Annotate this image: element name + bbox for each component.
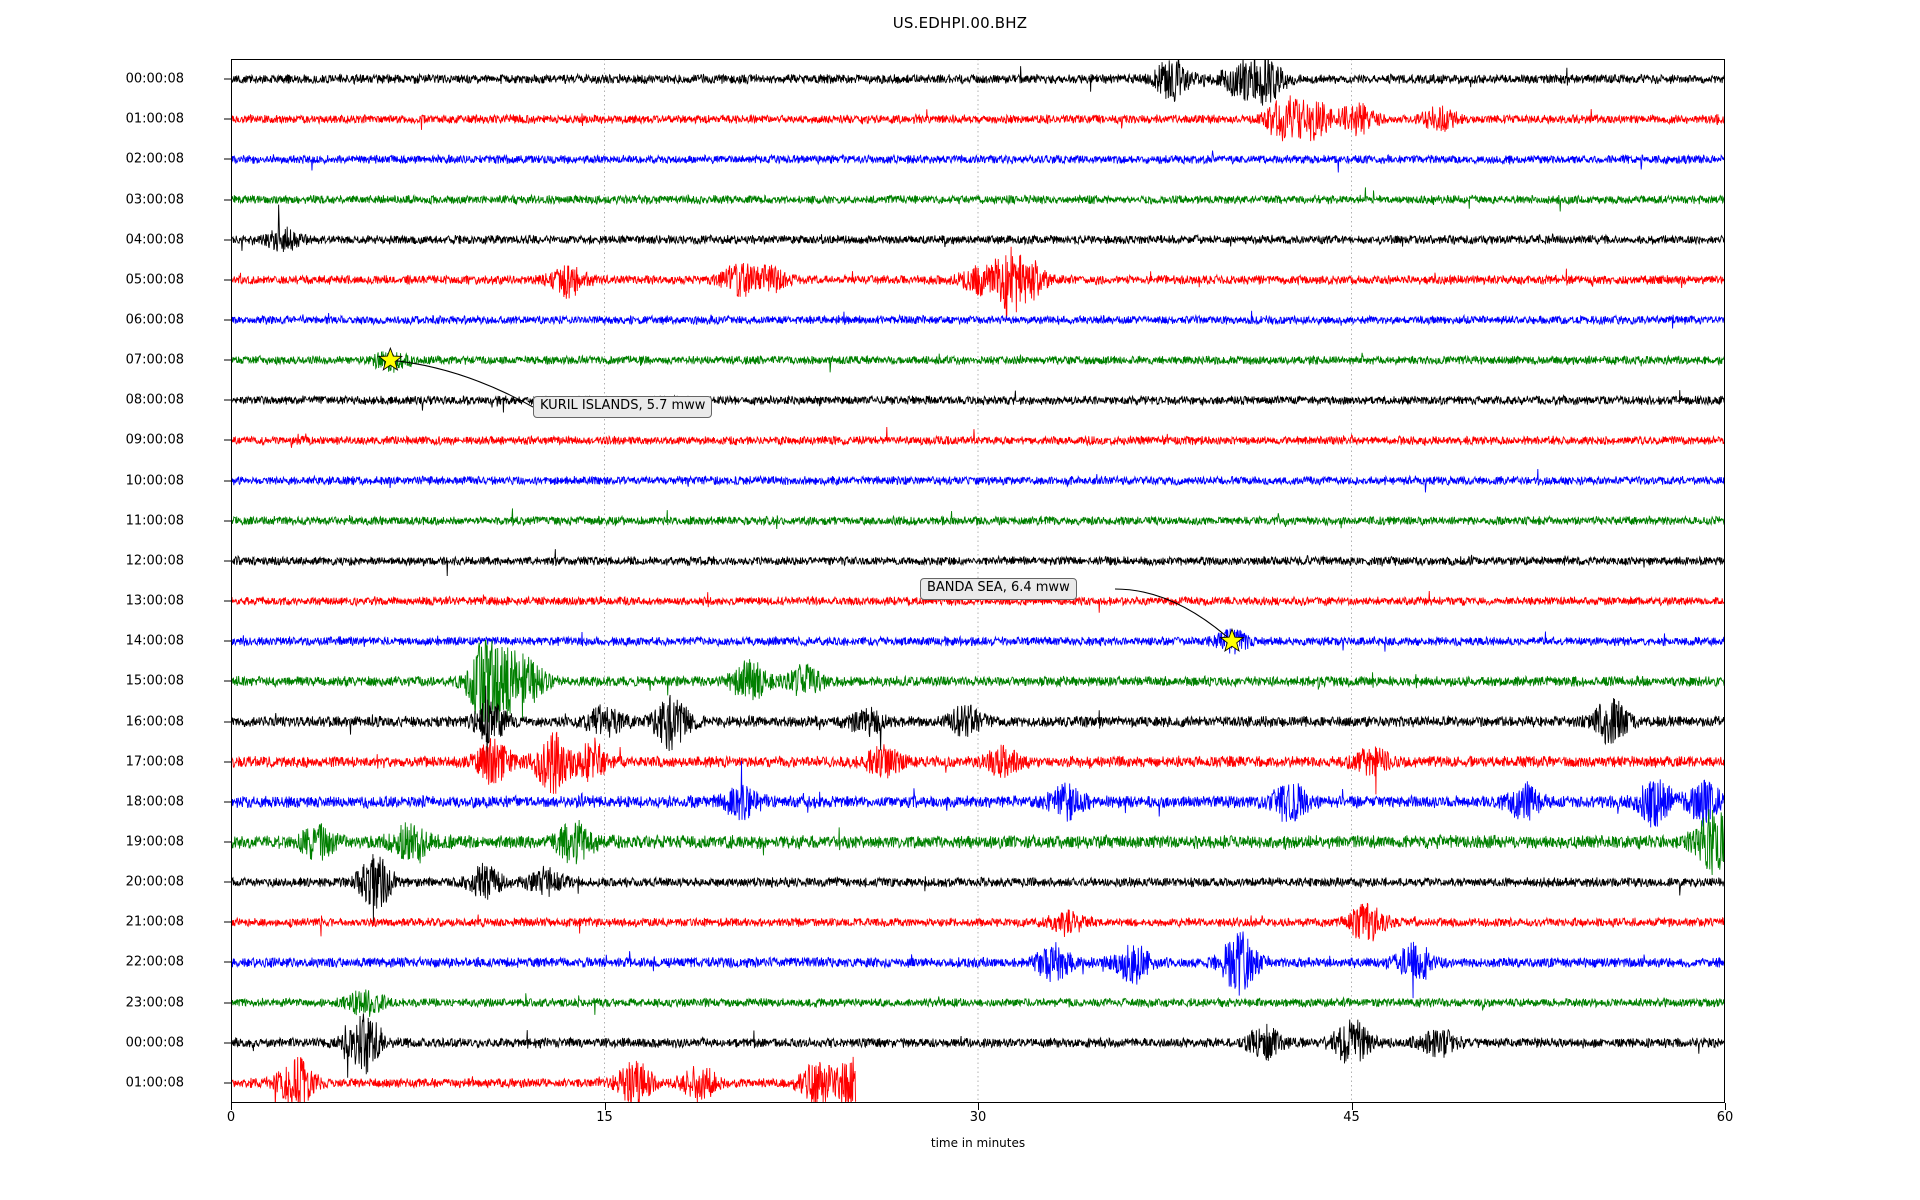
y-axis-tick-mark xyxy=(224,801,231,803)
seismic-trace xyxy=(231,549,1725,576)
seismic-trace xyxy=(231,59,1725,106)
y-axis-tick-label: 14:00:08 xyxy=(125,633,184,649)
trace-layer xyxy=(231,59,1725,1103)
x-axis-tick-mark xyxy=(1351,1103,1353,1110)
y-axis-tick-mark xyxy=(224,841,231,843)
x-axis-tick-mark xyxy=(604,1103,606,1110)
seismic-trace xyxy=(231,508,1725,529)
y-axis-tick-label: 06:00:08 xyxy=(125,312,184,328)
y-axis-tick-mark xyxy=(224,560,231,562)
seismic-trace xyxy=(231,854,1725,923)
x-axis-tick-mark xyxy=(978,1103,979,1110)
seismic-trace xyxy=(231,427,1725,448)
y-axis-tick-label: 22:00:08 xyxy=(125,954,184,970)
x-axis-tick-mark xyxy=(1725,1103,1726,1110)
y-axis-tick-label: 12:00:08 xyxy=(125,553,184,569)
y-axis-tick-label: 03:00:08 xyxy=(125,192,184,208)
x-axis-tick-mark xyxy=(231,1103,232,1110)
y-axis-tick-mark xyxy=(224,721,231,723)
y-axis-tick-mark xyxy=(224,399,231,401)
seismic-trace xyxy=(231,903,1725,941)
y-axis-tick-label: 11:00:08 xyxy=(125,513,184,529)
seismic-trace xyxy=(231,151,1725,173)
y-axis-tick-label: 00:00:08 xyxy=(125,71,184,87)
y-axis-tick-mark xyxy=(224,359,231,361)
y-axis-tick-label: 01:00:08 xyxy=(125,111,184,127)
y-axis-tick-mark xyxy=(224,520,231,522)
seismic-trace xyxy=(231,732,1725,794)
y-axis-tick-label: 00:00:08 xyxy=(125,1035,184,1051)
y-axis-tick-mark xyxy=(224,480,231,482)
y-axis-tick-label: 16:00:08 xyxy=(125,714,184,730)
seismic-trace xyxy=(231,591,1725,613)
page-title: US.EDHPI.00.BHZ xyxy=(892,14,1028,32)
y-axis-tick-mark xyxy=(224,118,231,120)
y-axis-tick-label: 05:00:08 xyxy=(125,272,184,288)
x-axis-label: time in minutes xyxy=(930,1136,1026,1150)
annotation-leader-line xyxy=(1115,589,1232,641)
seismic-trace xyxy=(231,95,1725,141)
y-axis-tick-mark xyxy=(224,600,231,602)
seismic-trace xyxy=(231,761,1725,827)
seismic-trace xyxy=(231,640,1725,722)
event-annotation-label[interactable]: KURIL ISLANDS, 5.7 mww xyxy=(533,396,713,418)
seismic-trace xyxy=(231,686,1725,763)
seismic-trace xyxy=(231,247,1725,320)
y-axis-tick-label: 02:00:08 xyxy=(125,151,184,167)
y-axis-tick-mark xyxy=(224,1082,231,1084)
y-axis-tick-mark xyxy=(224,319,231,321)
y-axis-tick-label: 09:00:08 xyxy=(125,432,184,448)
y-axis-tick-mark xyxy=(224,1042,231,1044)
seismic-trace xyxy=(231,809,1725,875)
seismic-trace xyxy=(231,932,1725,999)
y-axis-tick-mark xyxy=(224,640,231,642)
y-axis-tick-label: 23:00:08 xyxy=(125,995,184,1011)
seismic-trace xyxy=(231,205,1725,252)
seismic-trace xyxy=(231,469,1725,492)
seismic-trace xyxy=(231,1013,1725,1077)
y-axis-tick-mark xyxy=(224,239,231,241)
y-axis-tick-label: 15:00:08 xyxy=(125,673,184,689)
y-axis-tick-mark xyxy=(224,921,231,923)
y-axis-tick-mark xyxy=(224,881,231,883)
y-axis-tick-label: 07:00:08 xyxy=(125,352,184,368)
event-annotation-label[interactable]: BANDA SEA, 6.4 mww xyxy=(920,578,1077,600)
annotation-layer xyxy=(231,59,1725,1103)
y-axis-tick-mark xyxy=(224,680,231,682)
y-axis-tick-label: 01:00:08 xyxy=(125,1075,184,1091)
y-axis-tick-label: 18:00:08 xyxy=(125,794,184,810)
y-axis-tick-mark xyxy=(224,158,231,160)
y-axis-tick-label: 21:00:08 xyxy=(125,914,184,930)
y-axis-tick-mark xyxy=(224,199,231,201)
x-axis-tick-label: 0 xyxy=(226,1110,236,1125)
y-axis-tick-label: 10:00:08 xyxy=(125,473,184,489)
seismic-trace xyxy=(231,629,1725,655)
y-axis-tick-label: 20:00:08 xyxy=(125,874,184,890)
seismic-trace xyxy=(231,990,1725,1017)
y-axis-tick-mark xyxy=(224,761,231,763)
event-star-marker[interactable] xyxy=(1221,629,1244,651)
annotation-leader-line xyxy=(390,360,533,407)
seismic-trace xyxy=(231,390,1725,412)
y-axis-tick-mark xyxy=(224,1002,231,1004)
seismic-trace xyxy=(231,351,1725,373)
y-axis-tick-label: 19:00:08 xyxy=(125,834,184,850)
seismic-trace xyxy=(231,311,1725,329)
x-axis-tick-label: 30 xyxy=(969,1110,987,1125)
y-axis-tick-mark xyxy=(224,78,231,80)
y-axis-tick-mark xyxy=(224,439,231,441)
x-axis-tick-label: 15 xyxy=(596,1110,613,1125)
y-axis-tick-label: 08:00:08 xyxy=(125,392,184,408)
seismic-trace xyxy=(231,187,1725,211)
x-axis-tick-label: 45 xyxy=(1343,1110,1360,1125)
y-axis-tick-label: 17:00:08 xyxy=(125,754,184,770)
y-axis-tick-label: 13:00:08 xyxy=(125,593,184,609)
event-star-marker[interactable] xyxy=(379,348,402,370)
y-axis-tick-label: 04:00:08 xyxy=(125,232,184,248)
y-axis-tick-mark xyxy=(224,961,231,963)
y-axis-tick-mark xyxy=(224,279,231,281)
seismic-trace xyxy=(231,1057,856,1103)
x-axis-tick-label: 60 xyxy=(1716,1110,1734,1125)
